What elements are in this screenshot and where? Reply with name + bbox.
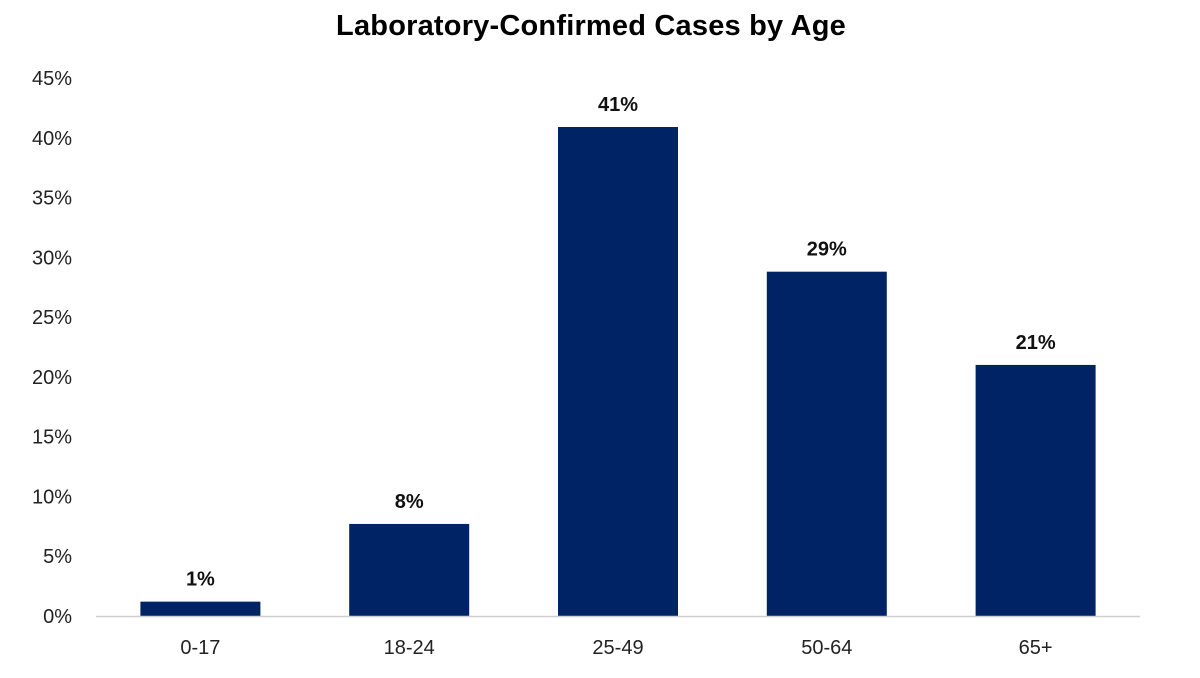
y-tick-label: 30% bbox=[32, 247, 72, 269]
y-tick-label: 0% bbox=[43, 606, 72, 628]
x-tick-label: 25-49 bbox=[592, 637, 643, 659]
data-label: 21% bbox=[1016, 332, 1056, 354]
y-tick-label: 35% bbox=[32, 188, 72, 210]
bar bbox=[975, 364, 1096, 616]
y-tick-label: 20% bbox=[32, 367, 72, 389]
y-tick-label: 15% bbox=[32, 427, 72, 449]
bar bbox=[349, 523, 470, 616]
x-tick-label: 0-17 bbox=[180, 637, 220, 659]
data-label: 41% bbox=[598, 94, 638, 116]
y-tick-label: 5% bbox=[43, 546, 72, 568]
data-label: 8% bbox=[395, 491, 424, 513]
x-tick-label: 65+ bbox=[1019, 637, 1053, 659]
bar bbox=[140, 601, 261, 616]
x-tick-label: 50-64 bbox=[801, 637, 852, 659]
chart-title: Laboratory-Confirmed Cases by Age bbox=[336, 10, 846, 42]
y-tick-label: 40% bbox=[32, 128, 72, 150]
data-label: 1% bbox=[186, 569, 215, 591]
x-tick-label: 18-24 bbox=[384, 637, 435, 659]
y-tick-label: 45% bbox=[32, 68, 72, 90]
y-tick-label: 10% bbox=[32, 486, 72, 508]
y-tick-label: 25% bbox=[32, 307, 72, 329]
data-label: 29% bbox=[807, 239, 847, 261]
bar bbox=[558, 127, 678, 617]
bar bbox=[766, 271, 887, 616]
